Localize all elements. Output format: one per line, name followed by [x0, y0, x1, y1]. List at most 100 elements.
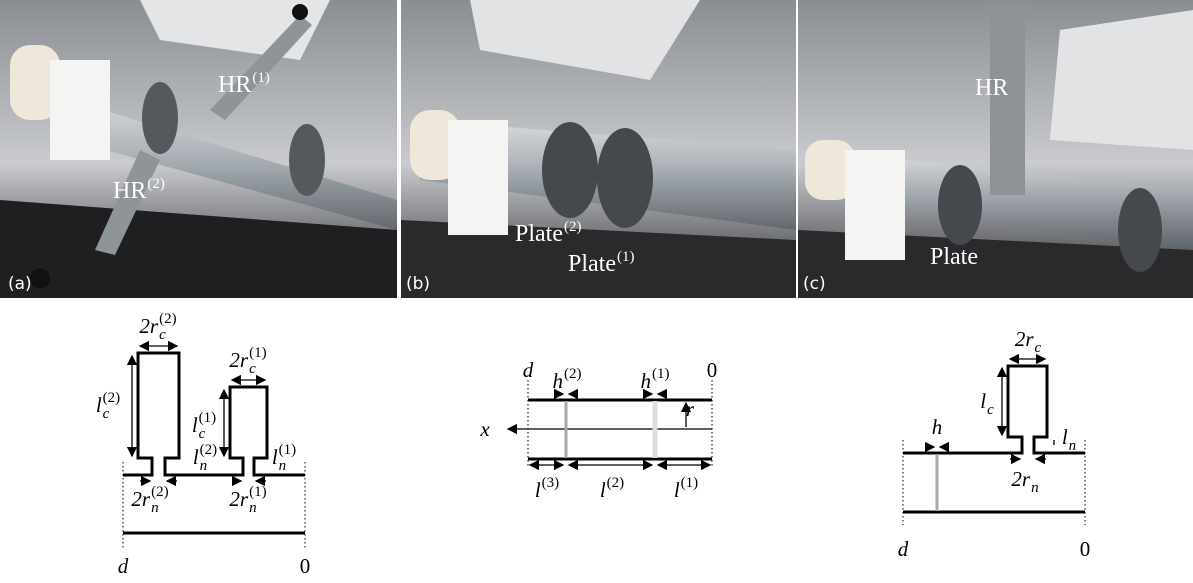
- label: lc(2): [96, 390, 120, 422]
- label-sub: c: [249, 361, 256, 377]
- label-text: 2rn: [1011, 467, 1038, 496]
- label-text: h(1): [641, 366, 670, 393]
- label: x: [479, 417, 490, 441]
- label-base: l: [535, 478, 541, 502]
- label-text: HR(2): [113, 176, 165, 204]
- label-base: 0: [300, 554, 311, 578]
- label-sub: c: [103, 406, 110, 422]
- label-text: l(1): [674, 475, 698, 502]
- label-text: ln(1): [272, 442, 296, 474]
- label: lc: [980, 389, 994, 418]
- label-sup: (2): [147, 176, 165, 192]
- label-sub: n: [1069, 438, 1077, 454]
- label-base: Plate: [930, 244, 978, 270]
- label-text: d: [118, 554, 129, 578]
- label: 2rn: [1011, 467, 1038, 496]
- label: 2rc(2): [139, 311, 176, 343]
- label: r: [686, 397, 695, 421]
- label-base: l: [674, 478, 680, 502]
- label-sub: n: [151, 500, 159, 516]
- label: h(1): [641, 366, 670, 393]
- label-base: 2r: [229, 487, 249, 511]
- photo-a: [0, 0, 397, 298]
- label-base: 2r: [1015, 327, 1035, 351]
- label: d: [898, 537, 909, 561]
- label-base: HR: [975, 75, 1008, 101]
- label-base: h: [641, 369, 652, 393]
- label-sup: (1): [279, 442, 297, 458]
- label-base: l: [272, 445, 278, 469]
- label-sup: (1): [252, 70, 270, 86]
- label: HR: [975, 75, 1008, 101]
- label-base: l: [980, 389, 986, 413]
- label: d: [118, 554, 129, 578]
- label-text: 0: [707, 358, 718, 382]
- label-sup: (1): [199, 410, 217, 426]
- label: h: [932, 415, 943, 439]
- label-base: h: [553, 369, 564, 393]
- label-text: 2rc(1): [229, 345, 266, 377]
- label: l(3): [535, 475, 559, 502]
- schematic-c: [902, 353, 1086, 525]
- label: lc(1): [192, 410, 216, 442]
- label: HR(1): [218, 70, 270, 98]
- label-base: Plate: [568, 251, 616, 277]
- label-text: 0: [300, 554, 311, 578]
- label: Plate: [930, 244, 978, 270]
- label-sub: n: [1031, 480, 1039, 496]
- label-text: Plate: [930, 244, 978, 270]
- label-text: lc(2): [96, 390, 120, 422]
- label-text: l(2): [600, 475, 624, 502]
- label-text: h: [932, 415, 943, 439]
- label-text: HR: [975, 75, 1008, 101]
- label-base: d: [898, 537, 909, 561]
- label-text: Plate(2): [515, 219, 582, 247]
- label-base: d: [523, 358, 534, 382]
- label: ln: [1062, 425, 1076, 454]
- label-sub: c: [987, 402, 994, 418]
- label: d: [523, 358, 534, 382]
- label-text: r: [686, 397, 695, 421]
- label: 2rc(1): [229, 345, 266, 377]
- label-sub: c: [1035, 340, 1042, 356]
- label-text: l(3): [535, 475, 559, 502]
- photo-c: [798, 0, 1193, 298]
- label-sup: (2): [564, 219, 582, 235]
- label-sup: (2): [151, 484, 169, 500]
- label-text: 2rc(2): [139, 311, 176, 343]
- label: ln(1): [272, 442, 296, 474]
- label-text: h(2): [553, 366, 582, 393]
- label: ln(2): [193, 442, 217, 474]
- label-text: lc(1): [192, 410, 216, 442]
- label-sup: (1): [681, 475, 699, 491]
- panel-tag: (a): [8, 274, 32, 294]
- label: 0: [1080, 537, 1091, 561]
- label-text: Plate(1): [568, 249, 635, 277]
- label: l(1): [674, 475, 698, 502]
- label-text: x: [479, 417, 490, 441]
- label-base: 0: [1080, 537, 1091, 561]
- label: 2rn(1): [229, 484, 266, 516]
- label: 2rn(2): [131, 484, 168, 516]
- label-base: 2r: [229, 348, 249, 372]
- panel-tag: (c): [803, 274, 826, 294]
- label: l(2): [600, 475, 624, 502]
- label-base: d: [118, 554, 129, 578]
- label-text: 2rn(1): [229, 484, 266, 516]
- label-text: HR(1): [218, 70, 270, 98]
- label-text: 0: [1080, 537, 1091, 561]
- label-sub: n: [279, 458, 287, 474]
- label-base: l: [1062, 425, 1068, 449]
- label-sup: (2): [607, 475, 625, 491]
- label-base: h: [932, 415, 943, 439]
- label: HR(2): [113, 176, 165, 204]
- label-sup: (1): [652, 366, 670, 382]
- schematic-a: [122, 340, 306, 548]
- label-sub: c: [159, 327, 166, 343]
- label-sup: (1): [617, 249, 635, 265]
- label-text: 2rc: [1015, 327, 1042, 356]
- schematic-b: [506, 380, 713, 471]
- label-base: l: [193, 445, 199, 469]
- label-sup: (3): [542, 475, 560, 491]
- label-base: HR: [218, 72, 251, 98]
